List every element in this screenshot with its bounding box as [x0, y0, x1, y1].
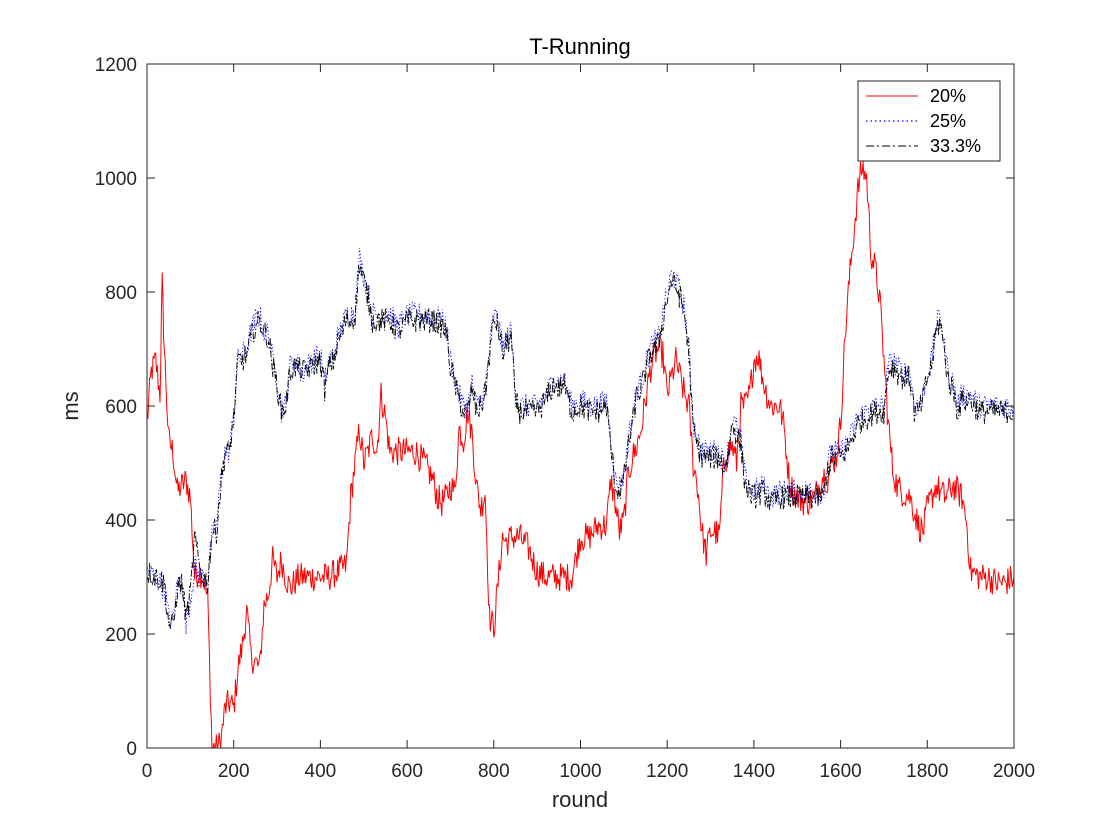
- legend-box: [857, 80, 1001, 162]
- y-axis-title: ms: [58, 391, 83, 420]
- series-line-3: [146, 264, 1015, 629]
- x-tick-label: 1600: [819, 761, 861, 782]
- x-tick-label: 1200: [646, 761, 688, 782]
- legend-label-20: 20%: [930, 86, 966, 106]
- x-tick-label: 200: [218, 761, 250, 782]
- x-tick-label: 800: [478, 761, 510, 782]
- legend: 20% 25% 33.3%: [857, 80, 1001, 162]
- y-tick-label: 0: [126, 739, 137, 760]
- y-tick-label: 1000: [95, 169, 137, 190]
- chart-title: T-Running: [529, 34, 631, 59]
- series-line-1: [146, 161, 1015, 749]
- x-tick-label: 2000: [993, 761, 1035, 782]
- y-tick-label: 600: [105, 397, 137, 418]
- x-tick-label: 600: [391, 761, 423, 782]
- legend-label-25: 25%: [930, 111, 966, 131]
- plot-background: [147, 64, 1014, 748]
- y-axis: 0 200 400 600 800 1000 1200: [95, 55, 1014, 760]
- x-tick-label: 0: [142, 761, 153, 782]
- legend-label-33: 33.3%: [930, 136, 981, 156]
- y-tick-label: 1200: [95, 55, 137, 76]
- series-layer: [146, 161, 1015, 749]
- x-axis: 0 200 400 600 800 1000 1200 1400 1600 1800 2000: [142, 64, 1035, 782]
- x-tick-label: 1000: [559, 761, 601, 782]
- x-axis-title: round: [552, 787, 608, 812]
- x-tick-label: 1800: [906, 761, 948, 782]
- y-tick-label: 800: [105, 283, 137, 304]
- y-tick-label: 200: [105, 625, 137, 646]
- x-tick-label: 400: [305, 761, 337, 782]
- series-line-2: [146, 247, 1015, 635]
- y-tick-label: 400: [105, 511, 137, 532]
- x-tick-label: 1400: [733, 761, 775, 782]
